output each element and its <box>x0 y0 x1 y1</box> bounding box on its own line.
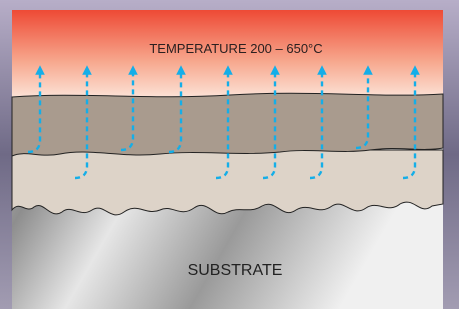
page: TEMPERATURE 200 – 650°C SUBSTRATE (() =>… <box>0 0 459 309</box>
bond-coat <box>12 150 443 215</box>
temperature-label: TEMPERATURE 200 – 650°C <box>149 41 322 56</box>
substrate-label: SUBSTRATE <box>188 262 283 279</box>
diagram: TEMPERATURE 200 – 650°C SUBSTRATE <box>0 0 459 309</box>
